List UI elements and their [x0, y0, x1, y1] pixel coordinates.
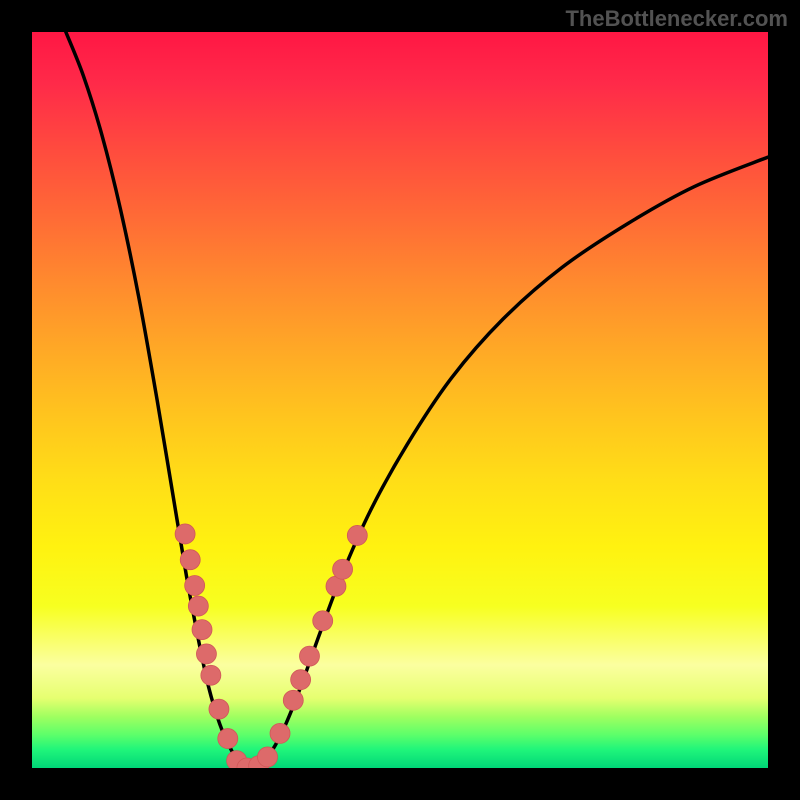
curve-marker: [299, 646, 319, 666]
curve-marker: [270, 723, 290, 743]
curve-marker: [333, 559, 353, 579]
curve-marker: [180, 550, 200, 570]
curve-marker: [192, 620, 212, 640]
curve-marker: [283, 690, 303, 710]
curve-marker: [218, 729, 238, 749]
curve-marker: [347, 525, 367, 545]
curve-marker: [175, 524, 195, 544]
curve-marker: [201, 665, 221, 685]
curve-marker: [258, 747, 278, 767]
watermark-text: TheBottlenecker.com: [565, 6, 788, 32]
curve-marker: [209, 699, 229, 719]
curve-layer: [32, 32, 768, 768]
curve-marker: [185, 575, 205, 595]
curve-markers: [175, 524, 367, 768]
curve-marker: [291, 670, 311, 690]
curve-marker: [313, 611, 333, 631]
curve-marker: [196, 644, 216, 664]
curve-marker: [188, 596, 208, 616]
chart-plot-area: [32, 32, 768, 768]
bottleneck-curve: [66, 32, 768, 768]
